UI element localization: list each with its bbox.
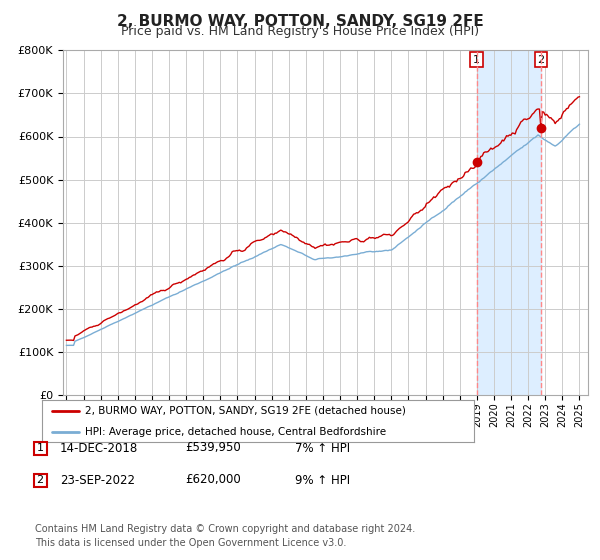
- Text: Contains HM Land Registry data © Crown copyright and database right 2024.
This d: Contains HM Land Registry data © Crown c…: [35, 524, 415, 548]
- Text: 9% ↑ HPI: 9% ↑ HPI: [295, 474, 350, 487]
- Text: 14-DEC-2018: 14-DEC-2018: [60, 441, 138, 455]
- Text: 2, BURMO WAY, POTTON, SANDY, SG19 2FE: 2, BURMO WAY, POTTON, SANDY, SG19 2FE: [116, 14, 484, 29]
- Text: 1: 1: [37, 443, 44, 453]
- FancyBboxPatch shape: [34, 441, 47, 455]
- FancyBboxPatch shape: [34, 474, 47, 487]
- Bar: [476, 50, 541, 395]
- Text: HPI: Average price, detached house, Central Bedfordshire: HPI: Average price, detached house, Cent…: [85, 427, 386, 437]
- Text: 2, BURMO WAY, POTTON, SANDY, SG19 2FE (detached house): 2, BURMO WAY, POTTON, SANDY, SG19 2FE (d…: [85, 406, 406, 416]
- Text: £620,000: £620,000: [185, 474, 241, 487]
- Text: Price paid vs. HM Land Registry's House Price Index (HPI): Price paid vs. HM Land Registry's House …: [121, 25, 479, 38]
- Text: £539,950: £539,950: [185, 441, 241, 455]
- Text: 1: 1: [473, 55, 480, 65]
- Text: 2: 2: [538, 55, 544, 65]
- Text: 2: 2: [37, 475, 44, 485]
- Text: 7% ↑ HPI: 7% ↑ HPI: [295, 441, 350, 455]
- Text: 23-SEP-2022: 23-SEP-2022: [60, 474, 135, 487]
